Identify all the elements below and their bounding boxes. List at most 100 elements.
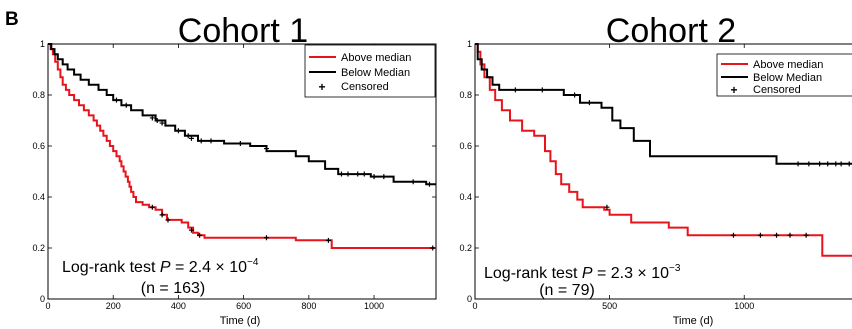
p-value: = 2.3 × 10 (593, 265, 670, 282)
y-tick-label: 0.8 (32, 90, 45, 100)
censored-marker (198, 138, 204, 144)
censored-marker (165, 217, 171, 223)
censored-marker (817, 161, 823, 167)
series-line-below-median (475, 43, 852, 165)
n-annotation: (n = 163) (141, 280, 205, 297)
chart-cohort-2: Cohort 2 00.20.40.60.810 500 1000 Above me… (459, 12, 852, 327)
y-tick-label: 0.4 (459, 192, 472, 202)
p-value: = 2.4 × 10 (171, 259, 248, 276)
censored-marker (361, 171, 367, 177)
y-tick-label: 0.4 (32, 192, 45, 202)
censored-marker (539, 87, 545, 93)
legend-label-censored: Censored (341, 81, 389, 93)
legend-censored-marker: + (318, 80, 325, 94)
logrank-annotation: Log-rank test P = 2.4 × 10−4 (62, 257, 259, 276)
censored-marker (774, 232, 780, 238)
censored-marker (345, 171, 351, 177)
panel-label: B (5, 9, 19, 30)
chart-cohort-1: Cohort 1 00.20.40.60.810 200 400 600 800 1000… (32, 12, 437, 327)
n-annotation: (n = 79) (539, 282, 595, 299)
x-axis-label: Time (d) (220, 315, 261, 327)
censored-marker (730, 232, 736, 238)
legend: Above median Below Median + Censored (716, 53, 852, 97)
legend: Above median Below Median + Censored (304, 44, 436, 98)
censored-marker (185, 133, 191, 139)
series-group (48, 43, 436, 251)
legend-label-below-median: Below Median (753, 72, 822, 84)
censored-marker (188, 135, 194, 141)
censored-marker (381, 174, 387, 180)
censored-marker (371, 174, 377, 180)
x-tick-label: 0 (472, 301, 477, 311)
tick-group: 0 0.2 0.4 0.6 0.8 1 0 200 400 600 800 1000 (32, 39, 436, 311)
censored-marker (846, 161, 852, 167)
censored-marker (237, 140, 243, 146)
censored-marker (355, 171, 361, 177)
x-tick-label: 1000 (364, 301, 384, 311)
censored-marker (159, 120, 165, 126)
censored-marker (113, 97, 119, 103)
x-tick-label: 0 (45, 301, 50, 311)
x-tick-label: 500 (602, 301, 617, 311)
censored-marker (325, 237, 331, 243)
censored-marker (803, 232, 809, 238)
logrank-prefix: Log-rank test (484, 265, 582, 282)
legend-label-above-median: Above median (341, 52, 411, 64)
y-tick-label: 1 (467, 39, 472, 49)
logrank-prefix: Log-rank test (62, 259, 160, 276)
x-tick-label: 200 (106, 301, 121, 311)
y-tick-label: 1 (40, 39, 45, 49)
censored-marker (795, 161, 801, 167)
censored-marker (757, 232, 763, 238)
censored-marker (123, 102, 129, 108)
censored-marker (175, 128, 181, 134)
y-tick-label: 0.8 (459, 90, 472, 100)
censored-marker (263, 146, 269, 152)
logrank-annotation: Log-rank test P = 2.3 × 10−3 (484, 263, 681, 282)
censored-marker (586, 100, 592, 106)
p-exponent: −3 (669, 263, 681, 274)
censored-marker (572, 92, 578, 98)
censored-marker (426, 181, 432, 187)
censored-marker (188, 227, 194, 233)
censored-marker (410, 179, 416, 185)
x-tick-label: 1000 (734, 301, 754, 311)
censored-marker (159, 212, 165, 218)
x-tick-label: 400 (171, 301, 186, 311)
censored-marker (838, 161, 844, 167)
series-line-below-median (48, 43, 436, 186)
p-symbol: P (582, 265, 593, 282)
y-tick-label: 0.6 (32, 141, 45, 151)
legend-label-above-median: Above median (753, 59, 823, 71)
series-line-above-median (475, 43, 852, 257)
legend-label-censored: Censored (753, 84, 801, 96)
plot-area (474, 43, 852, 300)
censored-marker (825, 161, 831, 167)
plot-area (47, 43, 437, 300)
censored-marker (338, 171, 344, 177)
series-line-above-median (48, 43, 436, 249)
y-tick-label: 0.2 (32, 243, 45, 253)
censored-marker (154, 118, 160, 123)
censored-marker (512, 87, 518, 93)
censored-marker (197, 232, 203, 238)
x-tick-label: 600 (236, 301, 251, 311)
censored-marker (604, 204, 610, 210)
legend-label-below-median: Below Median (341, 67, 410, 79)
series-group (475, 43, 852, 257)
y-tick-label: 0 (467, 294, 472, 304)
y-tick-label: 0 (40, 294, 45, 304)
censored-marker (208, 138, 214, 144)
y-tick-label: 0.2 (459, 243, 472, 253)
censored-marker (149, 204, 155, 210)
censored-marker (430, 245, 436, 251)
x-axis-label: Time (d) (673, 315, 714, 327)
p-symbol: P (160, 259, 171, 276)
legend-censored-marker: + (730, 83, 737, 97)
legend-box (716, 53, 852, 97)
censored-marker (787, 232, 793, 238)
censored-marker (149, 115, 155, 121)
tick-group: 0 0.2 0.4 0.6 0.8 1 0 500 1000 (459, 39, 754, 311)
x-tick-label: 800 (301, 301, 316, 311)
